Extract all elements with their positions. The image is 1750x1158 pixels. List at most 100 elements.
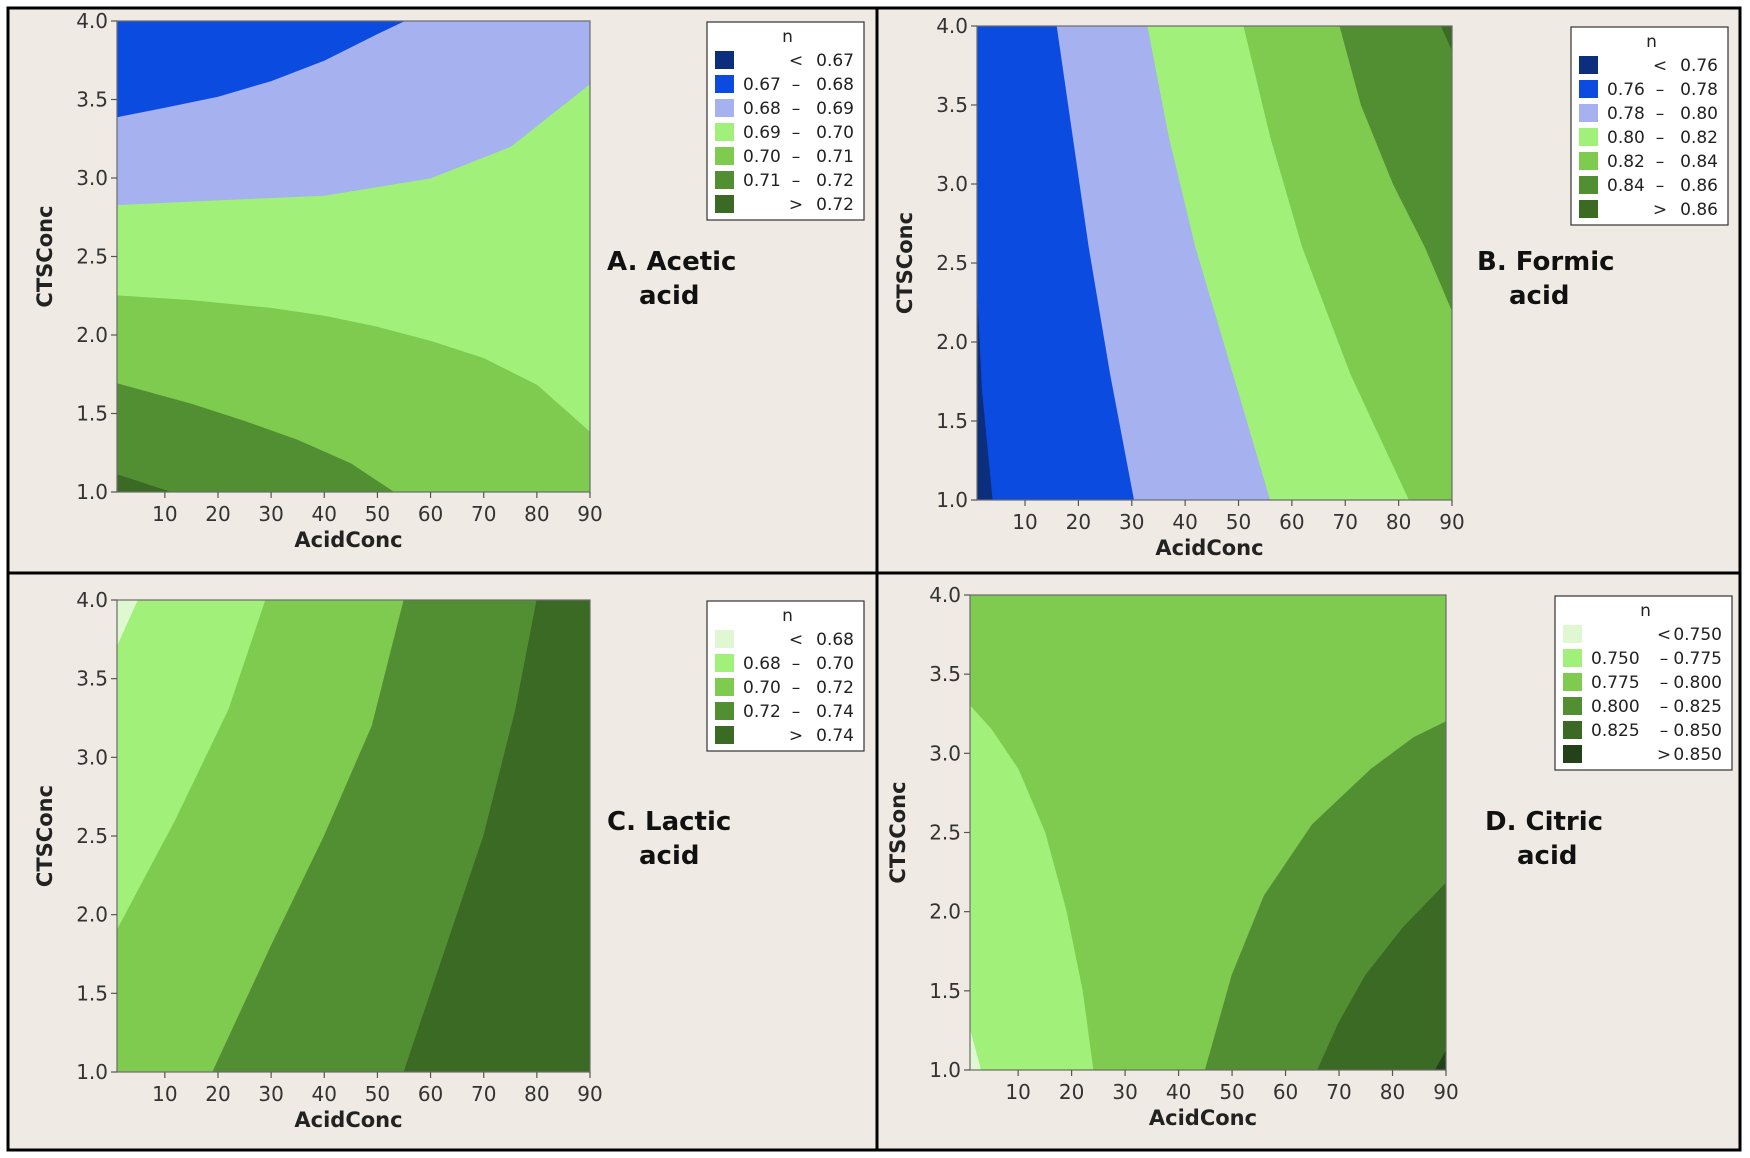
panel-title-line1: D. Citric	[1485, 807, 1603, 837]
legend-item-low: 0.70	[743, 147, 781, 167]
x-tick-label: 90	[577, 502, 602, 526]
y-axis-title: CTSConc	[33, 785, 57, 887]
legend-item-high: 0.775	[1673, 649, 1722, 669]
legend-item-high: 0.850	[1673, 745, 1722, 765]
contour-region-band-4	[403, 600, 590, 1072]
x-tick-label: 60	[1279, 510, 1304, 534]
y-tick-label: 2.5	[929, 821, 961, 845]
legend-item-dash: –	[1660, 649, 1669, 669]
legend-swatch	[1563, 721, 1582, 739]
x-tick-label: 50	[1219, 1080, 1244, 1104]
legend-item-high: 0.70	[816, 123, 854, 143]
x-tick-label: 30	[258, 1082, 283, 1106]
legend-item-dash: –	[1656, 152, 1665, 172]
legend-item-high: 0.68	[816, 630, 854, 650]
contour-region-band-1	[970, 705, 1094, 1070]
y-axis-title: CTSConc	[33, 205, 57, 307]
legend-swatch	[715, 75, 734, 93]
x-tick-label: 10	[152, 502, 177, 526]
x-tick-label: 40	[1166, 1080, 1191, 1104]
legend-item-dash: –	[1660, 697, 1669, 717]
panel-title-line2: acid	[639, 841, 699, 871]
legend-item-high: 0.74	[816, 702, 854, 722]
x-tick-label: 80	[524, 1082, 549, 1106]
legend-item-high: 0.72	[816, 195, 854, 215]
contour-regions	[117, 21, 590, 492]
legend-item-low: 0.84	[1607, 176, 1645, 196]
legend-item-low: 0.67	[743, 75, 781, 95]
x-tick-label: 20	[1066, 510, 1091, 534]
legend-swatch	[1579, 56, 1598, 74]
legend-swatch	[1563, 745, 1582, 763]
x-tick-label: 30	[1119, 510, 1144, 534]
contour-region-band-6	[1440, 26, 1452, 50]
legend-item-low: 0.82	[1607, 152, 1645, 172]
x-tick-label: 30	[1112, 1080, 1137, 1104]
x-tick-label: 70	[471, 1082, 496, 1106]
legend-swatch	[1563, 697, 1582, 715]
legend-swatch	[1579, 80, 1598, 98]
legend-item-high: 0.72	[816, 678, 854, 698]
legend-swatch	[715, 630, 734, 648]
y-tick-label: 1.0	[76, 1060, 108, 1084]
y-tick-label: 2.0	[929, 900, 961, 924]
legend-swatch	[715, 702, 734, 720]
legend-item-dash: –	[1656, 128, 1665, 148]
y-axis-title: CTSConc	[886, 781, 910, 883]
legend-item-low: 0.78	[1607, 104, 1645, 124]
x-tick-label: 50	[365, 502, 390, 526]
legend-item-operator: >	[789, 726, 803, 746]
panel-citric-acid: 10 20 30 40 50 60 70 80 90 1.0 1.5 2.0 2.5 3.0 3.5 4.0 A…	[886, 583, 1733, 1130]
legend-item-high: 0.78	[1680, 80, 1718, 100]
legend-item-high: 0.80	[1680, 104, 1718, 124]
contour-regions	[977, 26, 1452, 500]
x-tick-label: 80	[1380, 1080, 1405, 1104]
legend-swatch	[715, 51, 734, 69]
legend-item-dash: –	[1656, 176, 1665, 196]
legend-item-dash: –	[792, 75, 801, 95]
x-tick-label: 20	[205, 1082, 230, 1106]
legend-item-high: 0.76	[1680, 56, 1718, 76]
y-tick-label: 4.0	[936, 14, 968, 38]
legend-item-high: 0.86	[1680, 176, 1718, 196]
x-tick-label: 80	[524, 502, 549, 526]
y-tick-label: 3.0	[76, 745, 108, 769]
legend-item-low: 0.800	[1591, 697, 1640, 717]
y-tick-label: 4.0	[76, 588, 108, 612]
legend-item-high: 0.82	[1680, 128, 1718, 148]
x-tick-label: 30	[258, 502, 283, 526]
legend: n< 0.680.68–0.700.70–0.720.72–0.74> 0.74	[706, 600, 865, 752]
legend-title: n	[1640, 601, 1651, 621]
x-axis-title: AcidConc	[294, 528, 402, 552]
x-tick-label: 20	[1059, 1080, 1084, 1104]
panel-title-line2: acid	[1517, 841, 1577, 871]
x-tick-label: 60	[418, 1082, 443, 1106]
contour-region-band-5	[1339, 26, 1452, 311]
legend-swatch	[1563, 673, 1582, 691]
contour-region-band-6	[117, 474, 171, 492]
y-tick-label: 1.0	[929, 1058, 961, 1082]
legend-swatch	[715, 171, 734, 189]
legend-swatch	[715, 678, 734, 696]
y-tick-label: 1.5	[76, 402, 108, 426]
legend-item-operator: <	[1653, 56, 1667, 76]
contour-region-band-0	[970, 1030, 982, 1070]
legend-swatch	[1579, 152, 1598, 170]
legend-title: n	[782, 27, 793, 47]
legend-item-high: 0.68	[816, 75, 854, 95]
y-tick-label: 3.0	[929, 741, 961, 765]
legend-item-high: 0.850	[1673, 721, 1722, 741]
y-tick-label: 3.0	[76, 166, 108, 190]
legend-item-dash: –	[792, 678, 801, 698]
legend-box	[1554, 595, 1733, 771]
legend-item-low: 0.71	[743, 171, 781, 191]
y-tick-label: 1.0	[76, 480, 108, 504]
x-tick-label: 90	[1433, 1080, 1458, 1104]
legend-swatch	[1563, 649, 1582, 667]
panel-lactic-acid: 10 20 30 40 50 60 70 80 90 1.0 1.5 2.0 2.5 3.0 3.5 4.0 A…	[33, 588, 865, 1132]
contour-region-band-5	[117, 383, 395, 492]
contour-regions	[117, 600, 590, 1072]
y-tick-label: 4.0	[76, 9, 108, 33]
y-tick-label: 4.0	[929, 583, 961, 607]
